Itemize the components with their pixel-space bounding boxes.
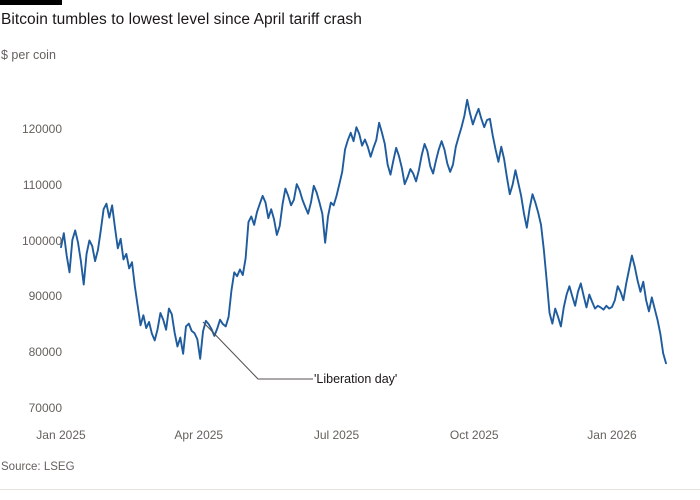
- x-axis-tick-label: Jan 2026: [587, 428, 637, 442]
- chart-subtitle: $ per coin: [1, 48, 56, 62]
- x-axis-tick-label: Oct 2025: [449, 428, 499, 442]
- annotation-liberation-day-label: 'Liberation day': [314, 372, 398, 386]
- annotation-leader-line: [202, 321, 313, 380]
- chart-title: Bitcoin tumbles to lowest level since Ap…: [1, 11, 362, 28]
- y-axis-tick-label: 70000: [28, 401, 62, 415]
- series-line-bitcoin-price: [60, 98, 667, 365]
- y-axis-tick-label: 100000: [21, 233, 62, 248]
- x-axis-tick-label: Apr 2025: [174, 428, 224, 442]
- y-axis-tick-label: 80000: [28, 345, 62, 360]
- source-note: Source: LSEG: [1, 461, 75, 473]
- y-axis-tick-label: 120000: [21, 122, 62, 136]
- top-rule-decoration: [0, 0, 62, 5]
- y-axis-tick-label: 110000: [22, 177, 62, 192]
- chart-series-group: [60, 98, 667, 365]
- x-axis-tick-label: Jan 2025: [36, 428, 86, 442]
- x-axis-tick-label: Jul 2025: [313, 428, 360, 442]
- annotation-leader-polyline: [202, 321, 313, 380]
- bottom-rule-divider: [0, 489, 700, 490]
- y-axis-tick-label: 90000: [28, 289, 62, 304]
